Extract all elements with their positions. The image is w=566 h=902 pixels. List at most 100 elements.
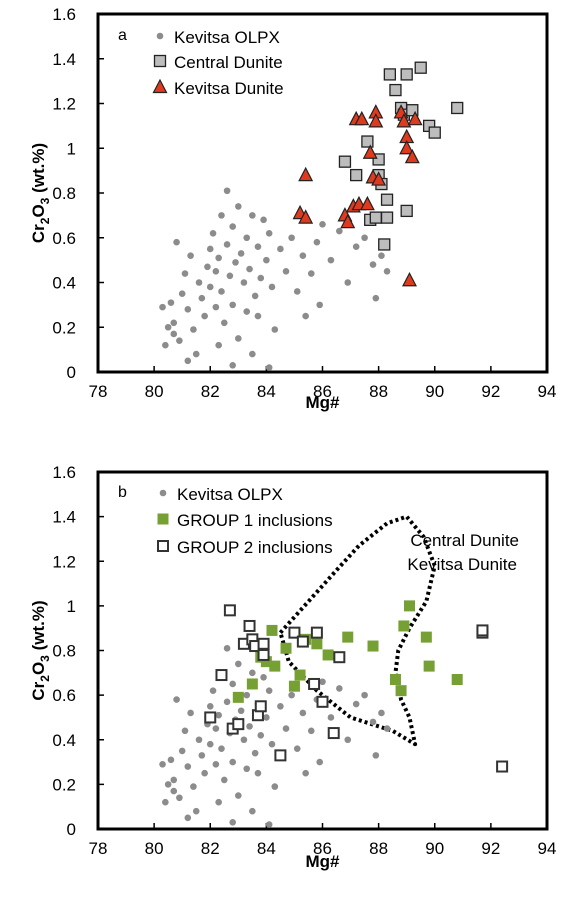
data-point bbox=[223, 644, 231, 652]
data-point bbox=[209, 687, 217, 694]
y-axis-title-part: 2 bbox=[38, 675, 52, 682]
data-point bbox=[271, 783, 279, 790]
data-point bbox=[162, 341, 169, 349]
data-point bbox=[220, 776, 228, 784]
data-point bbox=[257, 274, 265, 282]
data-point bbox=[399, 139, 415, 155]
data-point bbox=[288, 691, 295, 699]
data-point bbox=[206, 283, 214, 291]
data-point bbox=[170, 319, 178, 327]
x-tick-label: 84 bbox=[257, 382, 276, 401]
data-point bbox=[232, 259, 239, 266]
data-point bbox=[361, 135, 374, 148]
data-point bbox=[298, 209, 314, 224]
x-tick-label: 86 bbox=[313, 382, 332, 401]
x-tick-label: 94 bbox=[538, 382, 557, 401]
data-point bbox=[277, 245, 284, 253]
data-point bbox=[178, 290, 186, 297]
annotation-line: Central Dunite bbox=[410, 531, 519, 550]
data-point bbox=[302, 312, 309, 320]
data-point bbox=[428, 126, 441, 139]
data-point bbox=[336, 685, 343, 692]
data-point bbox=[159, 760, 166, 768]
data-point bbox=[398, 620, 410, 632]
data-point bbox=[184, 763, 192, 770]
y-tick-label: 0.6 bbox=[52, 229, 76, 248]
y-axis-title-part: O bbox=[29, 662, 48, 675]
data-point bbox=[378, 709, 385, 717]
data-point bbox=[327, 256, 335, 264]
legend-label: GROUP 1 inclusions bbox=[177, 511, 333, 530]
x-tick-label: 78 bbox=[89, 382, 108, 401]
data-point bbox=[235, 792, 242, 799]
legend-label: Central Dunite bbox=[174, 53, 283, 72]
data-point bbox=[372, 752, 380, 759]
plot-frame bbox=[96, 12, 549, 374]
data-point bbox=[215, 341, 222, 349]
data-point bbox=[251, 749, 259, 757]
x-tick-label: 86 bbox=[313, 839, 332, 858]
data-point bbox=[249, 807, 256, 815]
data-point bbox=[215, 254, 222, 262]
x-tick-label: 84 bbox=[257, 839, 276, 858]
data-point bbox=[195, 736, 203, 744]
data-point bbox=[243, 765, 251, 773]
data-point bbox=[367, 640, 379, 652]
data-point bbox=[338, 155, 352, 168]
y-tick-label: 1.6 bbox=[52, 463, 76, 482]
y-tick-label: 0.4 bbox=[52, 274, 76, 293]
data-point bbox=[184, 357, 192, 365]
data-point bbox=[190, 326, 197, 333]
data-point bbox=[293, 288, 301, 295]
data-point bbox=[218, 288, 225, 295]
data-point bbox=[383, 725, 391, 732]
data-point bbox=[184, 814, 192, 822]
data-point bbox=[307, 270, 315, 277]
data-point bbox=[403, 600, 415, 612]
data-point bbox=[257, 731, 265, 739]
legend-marker bbox=[157, 513, 169, 525]
data-point bbox=[322, 649, 334, 661]
data-point bbox=[198, 294, 206, 302]
data-point bbox=[237, 250, 245, 257]
data-point bbox=[223, 187, 231, 195]
data-point bbox=[162, 798, 169, 806]
data-point bbox=[265, 229, 273, 237]
y-axis-title: Cr2O3 (wt.%) bbox=[29, 600, 52, 700]
data-point bbox=[389, 83, 402, 97]
x-tick-label: 92 bbox=[481, 839, 500, 858]
data-point bbox=[263, 256, 270, 264]
data-point bbox=[243, 619, 256, 632]
data-point bbox=[218, 745, 225, 752]
data-point bbox=[352, 700, 360, 708]
data-point bbox=[204, 711, 217, 724]
data-point bbox=[246, 678, 258, 690]
data-point bbox=[298, 166, 314, 182]
panel-label: a bbox=[118, 27, 127, 44]
data-point bbox=[327, 727, 340, 740]
data-point bbox=[195, 279, 203, 286]
data-point bbox=[277, 702, 284, 710]
data-point bbox=[229, 758, 236, 766]
data-point bbox=[212, 760, 220, 768]
data-point bbox=[319, 221, 326, 228]
y-tick-label: 0.2 bbox=[52, 318, 76, 337]
data-point bbox=[316, 695, 329, 708]
data-point bbox=[192, 350, 200, 358]
data-point bbox=[383, 268, 391, 275]
y-tick-label: 0.8 bbox=[52, 642, 76, 661]
data-point bbox=[282, 725, 290, 732]
data-point bbox=[389, 674, 401, 686]
data-point bbox=[316, 758, 323, 766]
series-0 bbox=[159, 187, 391, 371]
data-point bbox=[246, 265, 253, 273]
y-tick-label: 0 bbox=[67, 820, 76, 839]
legend-label: GROUP 2 inclusions bbox=[177, 538, 333, 557]
data-point bbox=[229, 223, 236, 230]
data-point bbox=[251, 292, 259, 300]
data-point bbox=[282, 268, 290, 275]
data-point bbox=[170, 330, 178, 338]
data-point bbox=[406, 104, 419, 117]
data-point bbox=[181, 270, 189, 277]
data-point bbox=[223, 604, 236, 617]
